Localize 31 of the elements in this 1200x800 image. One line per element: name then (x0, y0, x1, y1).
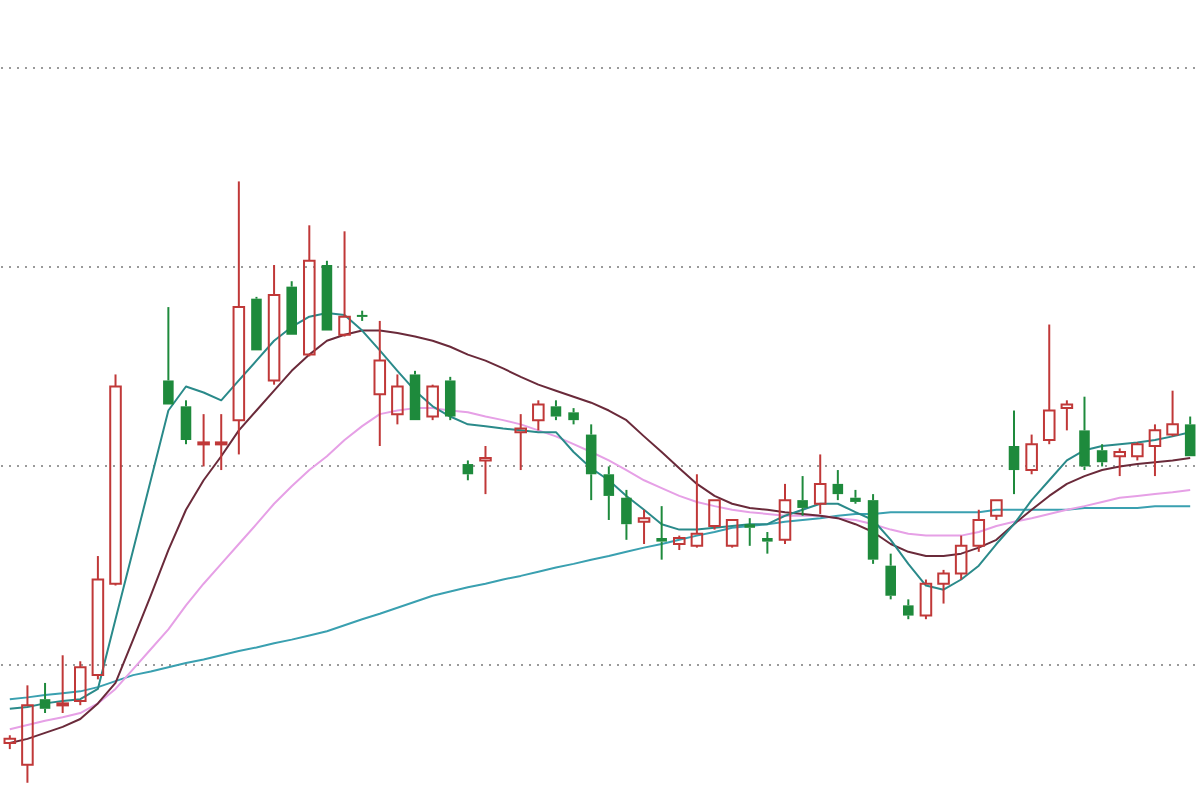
candlestick (479, 445, 492, 496)
candlestick (180, 399, 192, 446)
candlestick (214, 413, 228, 472)
candlestick (867, 493, 879, 565)
candlestick (1079, 395, 1090, 472)
candlestick (832, 469, 844, 502)
candlestick (813, 453, 827, 515)
candlestick (197, 413, 210, 468)
candlestick (603, 465, 615, 521)
candlestick (568, 407, 579, 426)
candlestick (1060, 399, 1074, 432)
candlestick (585, 423, 597, 502)
candlestick (373, 319, 387, 447)
candlestick (850, 488, 861, 505)
candlestick (744, 517, 756, 547)
candlestick (1096, 443, 1108, 468)
candlestick (1008, 409, 1020, 496)
candlestick (514, 413, 528, 472)
candlestick (21, 684, 34, 784)
candlestick (462, 459, 474, 482)
candlestick (954, 534, 968, 581)
candlestick (391, 373, 404, 426)
candlestick (762, 531, 773, 555)
candlestick (621, 488, 632, 541)
candlestick (267, 264, 281, 386)
candlestick (232, 180, 246, 456)
candlestick (356, 309, 368, 322)
candlestick (797, 475, 808, 517)
candlestick (532, 399, 545, 432)
candlestick (39, 681, 51, 715)
candlestick (656, 505, 667, 561)
